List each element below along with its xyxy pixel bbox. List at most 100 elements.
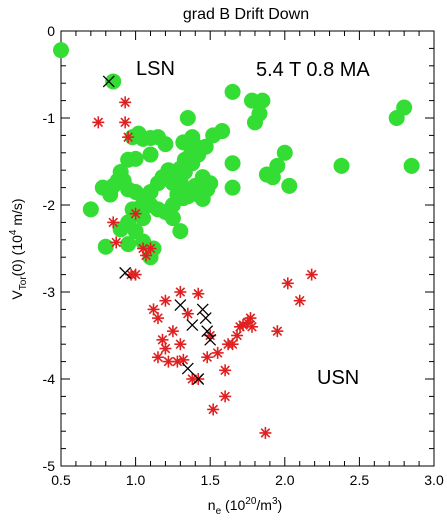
red-asterisk-point [156,333,169,346]
red-asterisk-point [231,329,244,342]
red-asterisk-point [181,307,194,320]
y-tick-label: -3 [43,284,56,300]
red-asterisk-point [159,294,172,307]
red-asterisk-point [281,277,294,290]
red-asterisk-point [129,268,142,281]
red-asterisk-point [271,325,284,338]
green-circle-point [120,236,137,253]
red-asterisk-point [226,338,239,351]
green-circle-point [157,136,174,153]
red-asterisk-point [119,116,132,129]
x-tick-label: 2.5 [350,472,370,488]
y-tick-label: -2 [43,197,56,213]
green-circle-point [403,157,420,174]
black-cross-point [204,333,217,346]
x-label-end: ) [278,497,283,513]
lsn-annotation: LSN [136,58,175,80]
x-tick-label: 1.0 [126,472,146,488]
green-circle-point [127,183,144,200]
red-asterisk-point [147,303,160,316]
green-circle-point [142,197,159,213]
red-asterisk-point [92,116,105,129]
green-circle-point [160,162,177,179]
y-tick-label: -4 [43,371,56,387]
black-cross-point [174,299,187,312]
red-asterisk-point [244,312,257,325]
x-tick-label: 2.0 [275,472,295,488]
green-circle-point [224,155,241,172]
green-circle-point [82,201,99,218]
x-label-sup2: 3 [272,496,278,507]
y-label-tail: m/s) [9,198,25,229]
red-asterisk-point [259,426,272,439]
green-circle-point [194,190,211,207]
green-circle-point [276,144,293,161]
usn-annotation: USN [317,367,359,389]
x-label-main: n [208,497,216,513]
green-circle-point [254,92,271,109]
red-asterisk-point [140,249,153,262]
red-asterisk-point [174,286,187,298]
red-asterisk-point [151,312,164,325]
y-axis-ticks: 0 -1 -2 -3 -4 -5 [43,23,434,474]
plot-border [60,30,435,467]
black-cross-point [181,362,194,375]
red-asterisk-point [211,346,224,359]
field-current-annotation: 5.4 T 0.8 MA [256,59,370,81]
red-asterisk-point [305,268,318,281]
green-circle-point [142,146,159,163]
red-asterisk-point [129,207,142,220]
red-asterisk-point [144,242,157,255]
green-circle-point [53,42,69,59]
x-label-rest: (10 [221,497,245,513]
x-axis-ticks: 0.5 1.0 1.5 2.0 2.5 3.0 [51,31,444,488]
green-circle-point [172,223,189,240]
x-tick-label: 1.5 [200,472,220,488]
black-cross-point [186,319,199,332]
red-asterisk-point [201,351,214,364]
green-circle-point [258,166,275,183]
red-asterisk-point [110,236,123,249]
green-circle-point [179,188,196,205]
red-asterisk-point [177,353,190,366]
green-circle-point [224,83,241,100]
green-circle-point [214,123,231,140]
red-asterisk-point [151,351,164,364]
red-asterisk-point [162,355,175,368]
black-cross-point [102,75,115,88]
y-label-sup: 4 [8,229,19,235]
y-label-rest: (0) (10 [9,235,25,276]
x-tick-label: 3.0 [424,472,444,488]
black-cross-point [192,373,205,385]
x-axis-label: ne (1020/m3) [208,496,282,517]
chart-title: grad B Drift Down [183,6,309,23]
green-circle-point [102,186,119,203]
red-asterisk-point [122,131,135,144]
x-label-tail: /m [256,497,272,513]
green-circle-point [396,99,413,116]
black-cross-series [102,75,217,385]
x-label-sup: 20 [245,496,257,507]
red-asterisk-point [293,294,306,307]
green-circle-point [164,210,181,227]
green-circle-point [251,105,268,122]
red-asterisk-point [107,216,120,229]
red-asterisk-point [174,338,187,351]
green-circle-point [197,138,214,155]
red-asterisk-point [219,364,232,377]
y-label-sub: Tor [18,276,29,291]
green-circle-point [281,177,298,194]
red-asterisk-point [166,325,179,338]
y-tick-label: -5 [43,458,56,474]
red-asterisk-point [245,320,258,333]
green-circle-series [53,42,420,266]
black-cross-point [201,325,214,338]
green-circle-point [333,157,350,174]
red-asterisk-point [119,96,132,109]
red-asterisk-point [219,390,232,403]
green-circle-point [202,175,219,192]
black-cross-point [196,303,209,316]
green-circle-point [97,238,114,255]
